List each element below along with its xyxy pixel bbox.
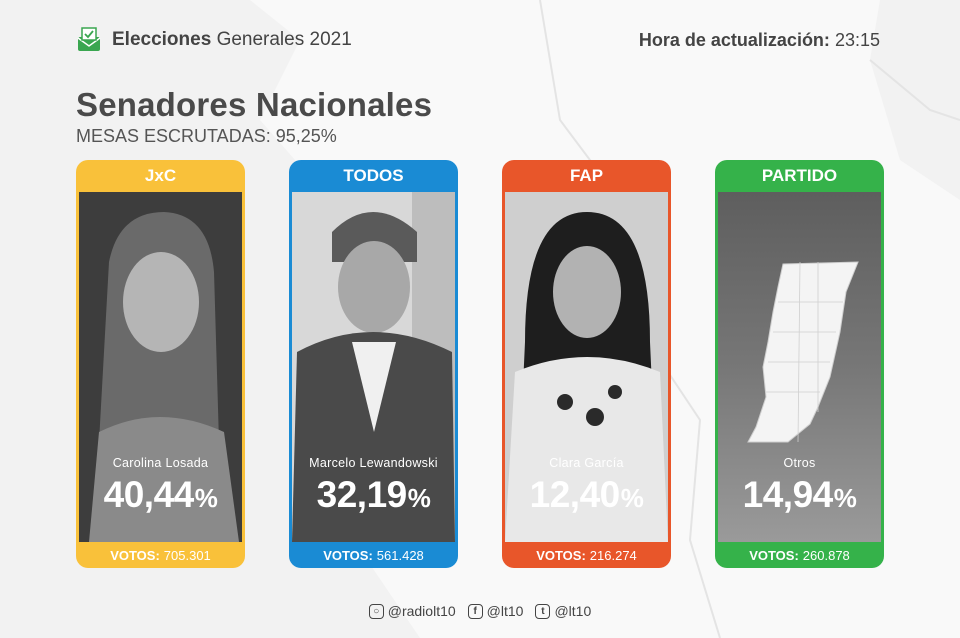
candidate-name: Clara García	[549, 456, 624, 470]
candidate-name: Marcelo Lewandowski	[309, 456, 438, 470]
candidate-info: Clara García 12,40%	[505, 442, 668, 542]
percentage: 40,44%	[104, 474, 218, 516]
social-facebook[interactable]: f @lt10	[467, 603, 524, 619]
social-twitter[interactable]: t @lt10	[535, 603, 591, 619]
social-links: ○ @radiolt10 f @lt10 t @lt10	[0, 600, 960, 622]
candidate-name: Otros	[783, 456, 816, 470]
page-title: Senadores Nacionales	[76, 86, 433, 123]
candidate-card: TODOS Marcelo Lewandowski 32,19% VOTOS: …	[289, 160, 458, 568]
province-map	[718, 192, 881, 542]
candidate-photo	[505, 192, 668, 542]
update-label: Hora de actualización:	[638, 29, 830, 50]
facebook-icon: f	[467, 603, 483, 619]
candidate-card: FAP Clara García 12,40% VOTOS: 216.274	[502, 160, 671, 568]
votes-label: VOTOS:	[749, 547, 799, 563]
social-handle: @radiolt10	[387, 603, 456, 619]
votes-value: 260.878	[802, 547, 850, 563]
candidate-info: Marcelo Lewandowski 32,19%	[292, 442, 455, 542]
update-time: Hora de actualización: 23:15	[639, 30, 880, 51]
votes-label: VOTOS:	[110, 547, 160, 563]
candidate-card: PARTIDO Otros 14,94% VOTOS: 260.878	[715, 160, 884, 568]
votes-value: 216.274	[589, 547, 637, 563]
ballot-envelope-icon	[77, 27, 101, 51]
brand-title: Elecciones	[112, 29, 212, 50]
percentage-symbol: %	[194, 483, 218, 513]
update-value: 23:15	[834, 29, 880, 50]
party-name: FAP	[569, 166, 604, 185]
header: Elecciones Generales 2021 Hora de actual…	[76, 22, 880, 58]
page-subtitle: MESAS ESCRUTADAS: 95,25%	[76, 126, 337, 146]
votes-label: VOTOS:	[536, 547, 586, 563]
votes-footer: VOTOS: 216.274	[502, 542, 671, 568]
santa-fe-map-icon	[747, 261, 859, 443]
percentage: 14,94%	[743, 474, 857, 516]
title-block: Senadores Nacionales MESAS ESCRUTADAS: 9…	[76, 86, 432, 147]
twitter-icon: t	[535, 603, 551, 619]
percentage-symbol: %	[407, 483, 431, 513]
candidate-info: Otros 14,94%	[718, 442, 881, 542]
party-name: PARTIDO	[761, 166, 838, 185]
votes-footer: VOTOS: 705.301	[76, 542, 245, 568]
party-name: JxC	[144, 166, 177, 185]
party-name: TODOS	[343, 166, 404, 185]
votes-footer: VOTOS: 561.428	[289, 542, 458, 568]
percentage-value: 14,94	[742, 474, 834, 515]
candidate-photo	[292, 192, 455, 542]
votes-value: 561.428	[376, 547, 424, 563]
social-handle: @lt10	[554, 603, 592, 619]
candidate-cards: JxC Carolina Losada 40,44% VOTOS: 705.30…	[76, 160, 884, 568]
candidate-info: Carolina Losada 40,44%	[79, 442, 242, 542]
brand-subtitle: Generales 2021	[216, 29, 352, 50]
votes-footer: VOTOS: 260.878	[715, 542, 884, 568]
instagram-icon: ○	[368, 603, 384, 619]
percentage-value: 40,44	[103, 474, 195, 515]
votes-value: 705.301	[163, 547, 211, 563]
candidate-photo	[79, 192, 242, 542]
percentage-value: 12,40	[529, 474, 621, 515]
candidate-card: JxC Carolina Losada 40,44% VOTOS: 705.30…	[76, 160, 245, 568]
candidate-name: Carolina Losada	[112, 456, 209, 470]
percentage: 32,19%	[317, 474, 431, 516]
social-instagram[interactable]: ○ @radiolt10	[368, 603, 456, 619]
social-handle: @lt10	[486, 603, 524, 619]
percentage: 12,40%	[530, 474, 644, 516]
brand: Elecciones Generales 2021	[76, 27, 352, 53]
percentage-value: 32,19	[316, 474, 408, 515]
votes-label: VOTOS:	[323, 547, 373, 563]
percentage-symbol: %	[833, 483, 857, 513]
percentage-symbol: %	[620, 483, 644, 513]
